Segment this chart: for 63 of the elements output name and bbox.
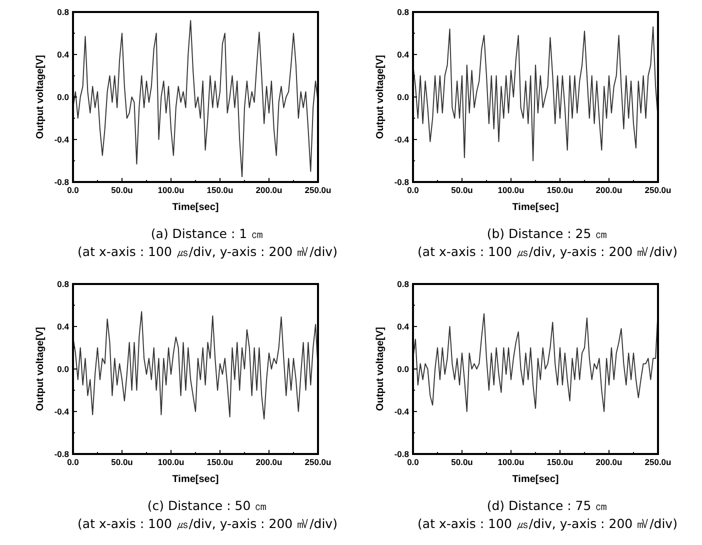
y-tick-label: 0.4 (397, 322, 410, 332)
x-axis-title: Time[sec] (172, 202, 219, 213)
x-tick-label: 50.0u (451, 185, 473, 195)
y-tick-label: 0.0 (57, 364, 70, 374)
x-tick-label: 100.0u (158, 185, 184, 195)
x-tick-label: 100.0u (498, 457, 524, 467)
line-series (72, 311, 318, 420)
x-tick-label: 150.0u (546, 457, 574, 467)
y-tick-label: -0.4 (394, 406, 410, 416)
x-axis-title: Time[sec] (512, 202, 559, 213)
x-tick-label: 200.0u (256, 185, 282, 195)
text: (d) Distance : 75 ㎝ (486, 498, 608, 513)
y-axis-title: Output voltage[V] (35, 327, 46, 411)
x-tick-label: 100.0u (158, 457, 184, 467)
x-tick-label: 250.0u (304, 185, 332, 195)
x-tick-label: 150.0u (546, 185, 574, 195)
y-axis-title: Output voltage[V] (375, 55, 386, 139)
x-tick-label: 150.0u (206, 457, 234, 467)
x-tick-label: 250.0u (644, 457, 672, 467)
x-axis-title: Time[sec] (172, 474, 219, 485)
y-tick-label: 0.0 (397, 364, 410, 374)
y-tick-label: 0.0 (397, 92, 410, 102)
x-tick-label: 50.0u (111, 457, 133, 467)
x-tick-label: 150.0u (206, 185, 234, 195)
x-tick-label: 0.0 (407, 185, 420, 195)
y-tick-label: 0.8 (397, 279, 410, 289)
y-tick-label: 0.4 (397, 50, 410, 60)
x-tick-label: 200.0u (596, 457, 622, 467)
y-tick-label: -0.8 (54, 177, 70, 187)
x-tick-label: 0.0 (67, 457, 80, 467)
text: (at x-axis : 100 ㎲/div, y-axis : 200 ㎷/div) (78, 516, 338, 531)
y-tick-label: -0.8 (394, 177, 410, 187)
x-tick-label: 50.0u (451, 457, 473, 467)
y-tick-label: -0.8 (54, 449, 70, 459)
y-tick-label: 0.8 (397, 7, 410, 17)
x-tick-label: 200.0u (596, 185, 622, 195)
x-tick-label: 50.0u (111, 185, 133, 195)
line-series (412, 26, 658, 162)
y-tick-label: 0.8 (57, 7, 70, 17)
y-axis-title: Output voltage[V] (35, 55, 46, 139)
y-tick-label: 0.0 (57, 92, 70, 102)
text: (b) Distance : 25 ㎝ (486, 226, 608, 241)
text: (c) Distance : 50 ㎝ (147, 498, 268, 513)
y-tick-label: -0.8 (394, 449, 410, 459)
y-tick-label: 0.4 (57, 322, 70, 332)
y-tick-label: 0.4 (57, 50, 70, 60)
x-tick-label: 100.0u (498, 185, 524, 195)
x-axis-title: Time[sec] (512, 474, 559, 485)
x-tick-label: 0.0 (67, 185, 80, 195)
x-tick-label: 200.0u (256, 457, 282, 467)
y-tick-label: 0.8 (57, 279, 70, 289)
x-tick-label: 0.0 (407, 457, 420, 467)
y-axis-title: Output voltage[V] (375, 327, 386, 411)
y-tick-label: -0.4 (54, 134, 70, 144)
text: (at x-axis : 100 ㎲/div, y-axis : 200 ㎷/div) (418, 516, 678, 531)
text: (a) Distance : 1 ㎝ (150, 226, 264, 241)
y-tick-label: -0.4 (54, 406, 70, 416)
text: (at x-axis : 100 ㎲/div, y-axis : 200 ㎷/div) (418, 244, 678, 259)
x-tick-label: 250.0u (644, 185, 672, 195)
y-tick-label: -0.4 (394, 134, 410, 144)
text: (at x-axis : 100 ㎲/div, y-axis : 200 ㎷/div) (78, 244, 338, 259)
x-tick-label: 250.0u (304, 457, 332, 467)
line-series (72, 20, 318, 178)
